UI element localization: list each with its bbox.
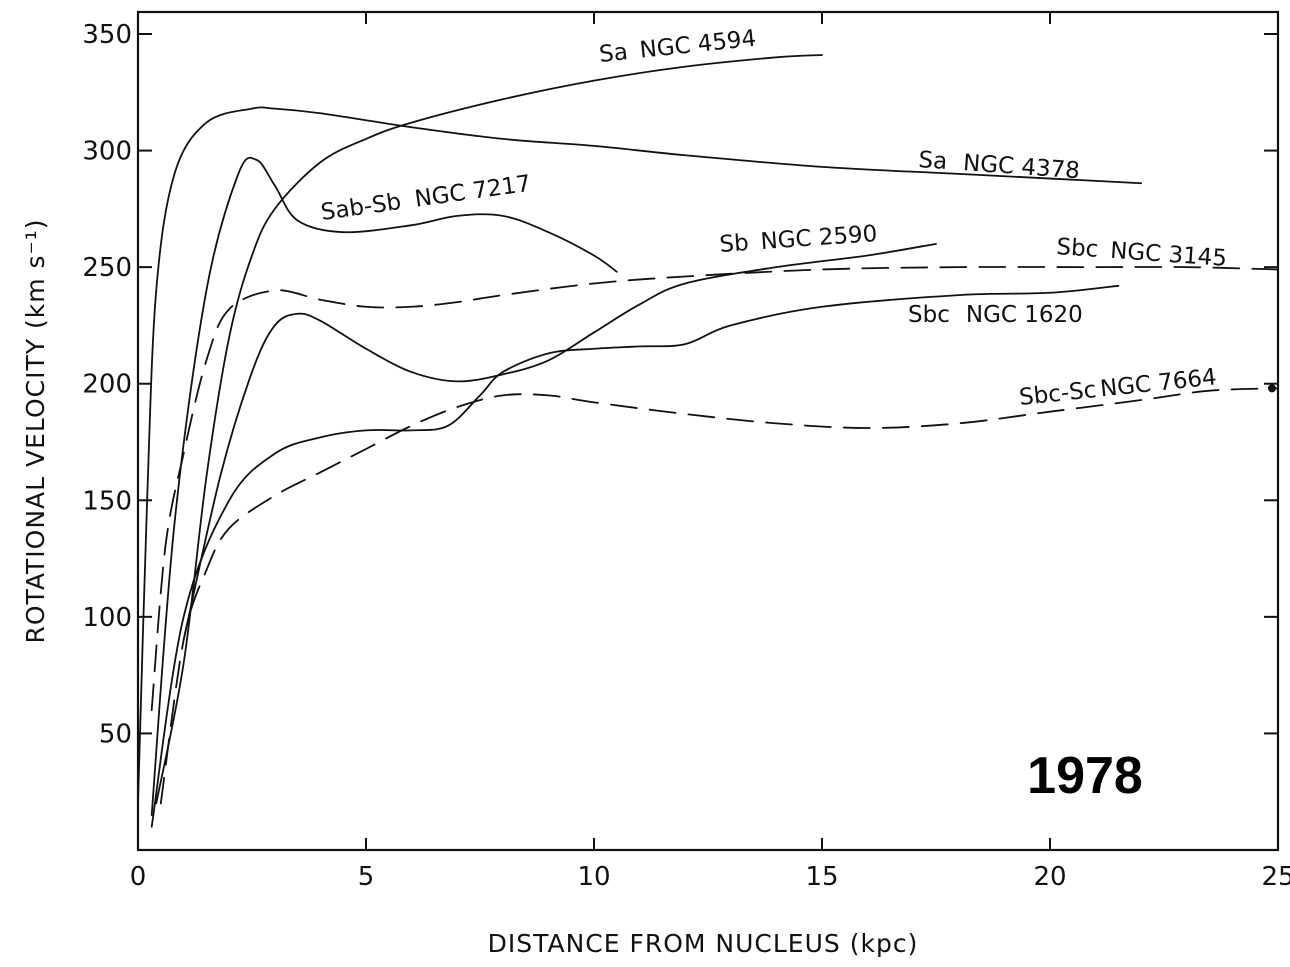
year-annotation: 1978 <box>1027 747 1143 805</box>
series-line-sa-ngc-4594 <box>155 54 823 805</box>
series-line-sa-ngc-4378 <box>137 106 1143 805</box>
series-label-sa-ngc-4378: Sa NGC 4378 <box>918 147 1081 184</box>
series-label-sbc-sc-ngc-7664: Sbc-ScNGC 7664 <box>1018 364 1218 411</box>
series-line-sbc-sc-ngc-7664 <box>159 387 1279 805</box>
series-label-ngc: NGC 2590 <box>760 221 878 255</box>
series-end-dot <box>1268 384 1276 393</box>
series-label-type: Sbc <box>908 302 950 328</box>
series-label-ngc: NGC 7217 <box>413 171 532 213</box>
series-line-sbc-ngc-1620 <box>150 284 1120 828</box>
series-label-ngc: NGC 1620 <box>966 302 1083 328</box>
x-tick-label: 20 <box>1033 862 1066 892</box>
series-label-sbc-ngc-1620: Sbc NGC 1620 <box>908 302 1083 328</box>
y-tick-label: 100 <box>82 603 132 633</box>
x-axis-title: DISTANCE FROM NUCLEUS (kpc) <box>488 929 919 958</box>
series-line-sb-ngc-2590 <box>182 242 937 642</box>
x-tick-label: 15 <box>805 862 838 892</box>
series-label-ngc: NGC 4594 <box>638 26 757 64</box>
y-tick-label: 250 <box>82 253 132 283</box>
series-line-sab-sb-ngc-7217 <box>150 156 618 816</box>
y-tick-label: 200 <box>82 370 132 400</box>
series-label-type: Sbc <box>1056 234 1100 263</box>
series-label-type: Sb <box>719 230 750 258</box>
series-labels: Sa NGC 4594 Sa NGC 4378 Sab-Sb NGC 7217 Sb NGC … <box>319 26 1228 411</box>
x-tick-label: 25 <box>1261 862 1290 892</box>
series-label-sab-sb-ngc-7217: Sab-Sb NGC 7217 <box>319 171 532 226</box>
series-curves <box>137 54 1279 828</box>
tick-labels: 0 5 10 15 20 25 50 100 150 200 250 300 350 <box>82 20 1290 892</box>
series-label-ngc: NGC 4378 <box>962 150 1080 184</box>
series-label-type: Sa <box>598 39 629 68</box>
axis-ticks <box>137 12 1279 850</box>
series-line-sbc-ngc-3145 <box>150 266 1279 712</box>
series-label-sb-ngc-2590: Sb NGC 2590 <box>719 221 879 258</box>
x-tick-label: 0 <box>130 862 147 892</box>
y-tick-label: 300 <box>82 137 132 167</box>
x-tick-label: 5 <box>358 862 375 892</box>
y-tick-label: 350 <box>82 20 132 50</box>
plot-frame <box>136 10 1280 852</box>
series-label-type: Sab-Sb <box>319 189 403 226</box>
y-tick-label: 150 <box>82 486 132 516</box>
series-label-ngc: NGC 3145 <box>1109 238 1227 272</box>
series-label-type: Sa <box>918 147 948 175</box>
y-axis-title: ROTATIONAL VELOCITY (km s⁻¹) <box>21 219 50 644</box>
series-label-type: Sbc-Sc <box>1018 377 1098 411</box>
y-tick-label: 50 <box>99 719 132 749</box>
x-tick-label: 10 <box>577 862 610 892</box>
